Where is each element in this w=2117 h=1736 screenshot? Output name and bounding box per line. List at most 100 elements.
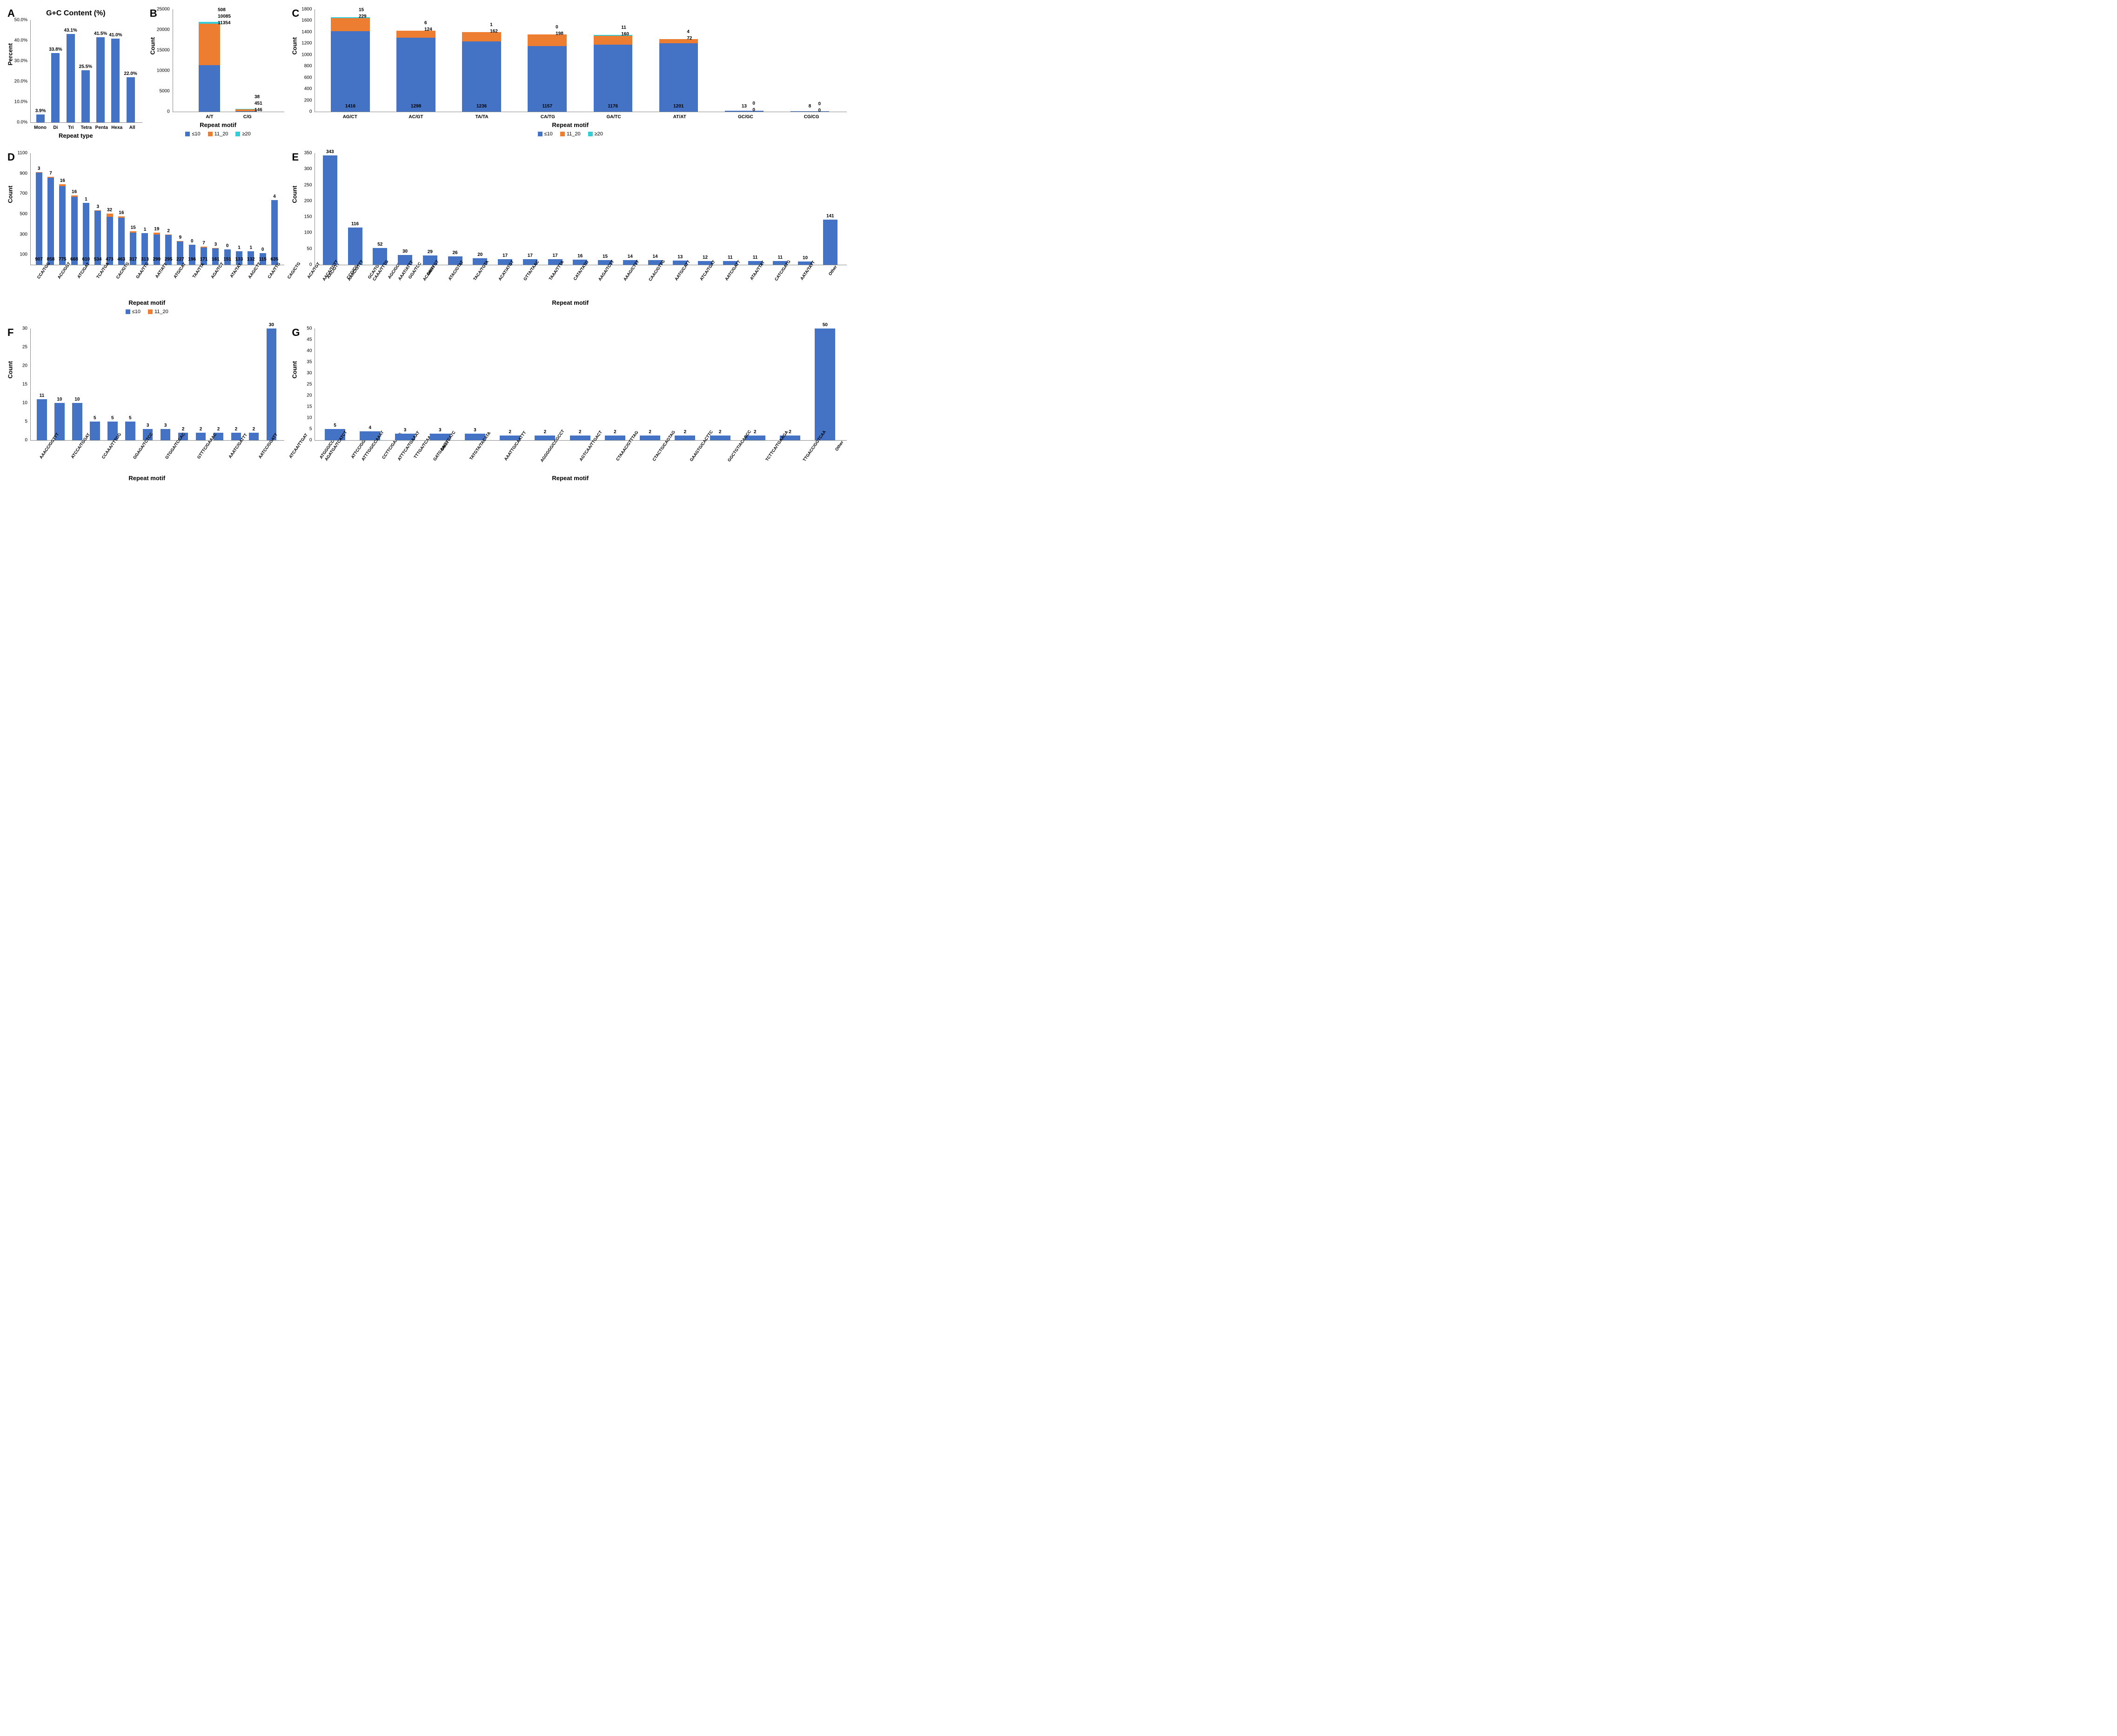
- y-tick: 5: [25, 419, 27, 424]
- bar-slot: 2: [703, 328, 737, 440]
- bar-bottom-label: 610: [82, 257, 90, 262]
- x-label: AC/GT: [383, 114, 449, 120]
- y-axis: 051015202530: [10, 328, 28, 440]
- bar-slot: 610 1: [80, 153, 91, 265]
- legend-item: ≤10: [126, 309, 141, 315]
- swatch: [560, 132, 565, 136]
- x-axis-label: Repeat type: [9, 132, 142, 139]
- bar-segment: [594, 36, 632, 45]
- bar: [235, 109, 257, 112]
- bar-slot: 5: [318, 328, 352, 440]
- legend-item: ≤10: [538, 131, 553, 137]
- bar-segment: [462, 41, 501, 112]
- bar-top-label: 16: [60, 178, 65, 183]
- bars-row: 3.9%33.8%43.1%25.5%41.5%41.0%22.0%: [31, 20, 141, 122]
- bar-value-label: 11: [40, 393, 45, 398]
- bar-slot: 66816: [69, 153, 80, 265]
- callout-label: 0: [556, 25, 558, 30]
- bar-value-label: 3.9%: [35, 108, 46, 114]
- bar-value-label: 2: [719, 429, 722, 435]
- y-axis: 1003005007009001100: [10, 153, 28, 265]
- bar-slot: 1510: [222, 153, 233, 265]
- y-tick: 100: [304, 230, 312, 235]
- bar-value-label: 29: [428, 249, 433, 255]
- bar-value-label: 12: [703, 255, 708, 260]
- bar-slot: 2: [773, 328, 807, 440]
- bar-bottom-label: 295: [165, 257, 173, 262]
- bar-top-label: 1: [238, 245, 241, 250]
- bar-slot: 2: [633, 328, 667, 440]
- y-axis: 050100150200250300350: [294, 153, 313, 265]
- bar-value-label: 2: [182, 427, 185, 432]
- callout-label: 11: [621, 25, 626, 30]
- bar-slot: 5: [104, 328, 121, 440]
- bar-top-label: 1: [250, 245, 253, 250]
- bar-slot: 3131: [140, 153, 150, 265]
- callout-label: 15: [359, 7, 364, 13]
- bar-bottom-label: 473: [106, 257, 114, 262]
- x-labels: MonoDiTriTetraPentaHexaAll: [30, 125, 142, 130]
- bar-top-label: 16: [72, 189, 77, 194]
- bar-segment: [396, 38, 435, 112]
- bar-slot: 2: [175, 328, 192, 440]
- bar-bottom-label: 1201: [673, 104, 683, 109]
- callout-label: 229: [359, 14, 367, 19]
- legend-item: ≤10: [185, 131, 200, 137]
- bar-slot: 26: [443, 153, 467, 265]
- bar: [161, 429, 171, 440]
- bar: [67, 34, 75, 122]
- bar-slot: 12986124: [383, 9, 448, 112]
- bar-slot: 11: [33, 328, 50, 440]
- bar-segment: [199, 24, 220, 65]
- bar-bottom-label: 858: [47, 257, 55, 262]
- bar: [823, 220, 837, 265]
- x-label: All: [125, 125, 140, 130]
- bar-slot: 5081008511354: [192, 9, 228, 112]
- x-axis-label: Repeat motif: [294, 121, 847, 128]
- bar: [528, 34, 566, 112]
- bar-slot: 1321: [246, 153, 256, 265]
- bar-segment: [528, 46, 566, 112]
- bar: [462, 32, 501, 112]
- y-tick: 25: [307, 382, 312, 387]
- callout-label: 451: [255, 101, 262, 106]
- panel-c: C Count 02004006008001000120014001600180…: [294, 9, 847, 139]
- y-axis: 05101520253035404550: [294, 328, 313, 440]
- panel-g: G Count 05101520253035404550 54333222222…: [294, 328, 847, 482]
- y-tick: 900: [20, 171, 27, 176]
- callout-label: 72: [687, 36, 692, 41]
- bar-value-label: 10: [57, 397, 62, 402]
- bar-value-label: 5: [94, 416, 96, 421]
- legend-label: ≥20: [595, 131, 603, 137]
- bar-bottom-label: 775: [59, 257, 67, 262]
- y-tick: 400: [304, 87, 312, 92]
- bar-value-label: 5: [334, 423, 336, 428]
- bar-slot: 11: [718, 153, 742, 265]
- bar-slot: 2: [210, 328, 227, 440]
- bar-value-label: 30: [269, 322, 274, 328]
- bar-value-label: 22.0%: [124, 71, 137, 76]
- bars-row: 3431165230292620171717161514141312111111…: [315, 153, 845, 265]
- bar-slot: 11570198: [515, 9, 580, 112]
- chart-area-e: Count 050100150200250300350 343116523029…: [315, 153, 847, 265]
- bar-top-label: 7: [49, 171, 52, 176]
- bar-slot: 141615229: [318, 9, 382, 112]
- bar: [196, 433, 206, 440]
- y-tick: 600: [304, 75, 312, 80]
- y-tick: 300: [20, 232, 27, 237]
- x-label: CA/TG: [516, 114, 581, 120]
- y-tick: 1600: [301, 18, 312, 23]
- bar: [659, 39, 698, 112]
- bar-value-label: 43.1%: [64, 28, 77, 33]
- x-axis-label: Repeat motif: [152, 121, 285, 128]
- bar-value-label: 11: [728, 255, 733, 260]
- bar-slot: 30: [393, 153, 417, 265]
- y-tick: 200: [304, 98, 312, 103]
- bar-value-label: 3: [474, 428, 476, 433]
- bar-slot: 2: [668, 328, 702, 440]
- y-tick: 0: [309, 262, 312, 268]
- swatch: [588, 132, 593, 136]
- bar-slot: 1717: [198, 153, 209, 265]
- bar-top-label: 1: [85, 197, 87, 202]
- legend: ≤10 11_20 ≥20: [152, 131, 285, 137]
